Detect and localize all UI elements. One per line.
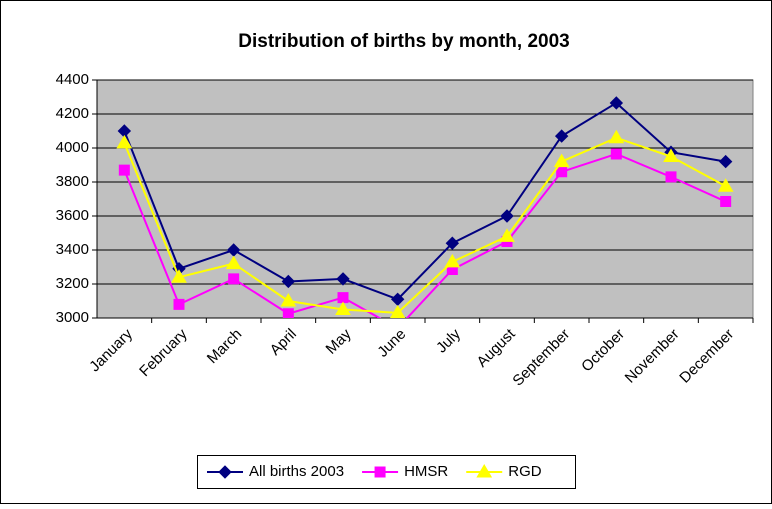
legend-label: HMSR xyxy=(404,463,448,480)
marker xyxy=(556,166,568,178)
series-line xyxy=(123,101,726,301)
y-tick-label: 3800 xyxy=(56,173,89,190)
marker xyxy=(500,209,514,223)
chart-title: Distribution of births by month, 2003 xyxy=(238,31,569,52)
legend-label: All births 2003 xyxy=(249,463,344,480)
marker xyxy=(116,134,133,149)
series-layer xyxy=(116,96,734,318)
marker xyxy=(335,301,351,315)
marker xyxy=(553,153,570,168)
marker xyxy=(609,96,624,110)
marker xyxy=(610,148,622,160)
legend-label: RGD xyxy=(508,463,542,480)
marker xyxy=(218,465,232,479)
y-tick-label: 4400 xyxy=(56,71,89,88)
marker xyxy=(499,228,515,242)
marker xyxy=(225,255,242,270)
marker xyxy=(118,164,130,176)
marker xyxy=(171,269,187,283)
y-tick-label: 3200 xyxy=(56,275,89,292)
marker xyxy=(337,292,349,304)
marker xyxy=(665,171,677,183)
marker xyxy=(717,178,734,192)
marker xyxy=(390,304,406,318)
marker xyxy=(608,129,625,144)
marker xyxy=(228,273,240,285)
y-tick-label: 4000 xyxy=(56,139,89,156)
plot-area xyxy=(96,79,754,319)
marker xyxy=(476,464,493,478)
marker xyxy=(282,308,294,318)
marker xyxy=(280,293,297,307)
y-tick-label: 3600 xyxy=(56,207,89,224)
marker xyxy=(173,298,185,310)
marker xyxy=(663,148,679,162)
marker xyxy=(720,196,732,208)
marker xyxy=(444,253,461,268)
y-tick-label: 3000 xyxy=(56,309,89,326)
marker xyxy=(281,274,296,289)
marker xyxy=(445,236,460,250)
series-line xyxy=(123,152,727,318)
marker xyxy=(374,466,386,478)
y-tick-label: 4200 xyxy=(56,105,89,122)
y-tick-label: 3400 xyxy=(56,241,89,258)
marker xyxy=(336,272,350,286)
marker xyxy=(718,154,733,169)
marker xyxy=(554,129,569,143)
series-line xyxy=(123,136,727,314)
